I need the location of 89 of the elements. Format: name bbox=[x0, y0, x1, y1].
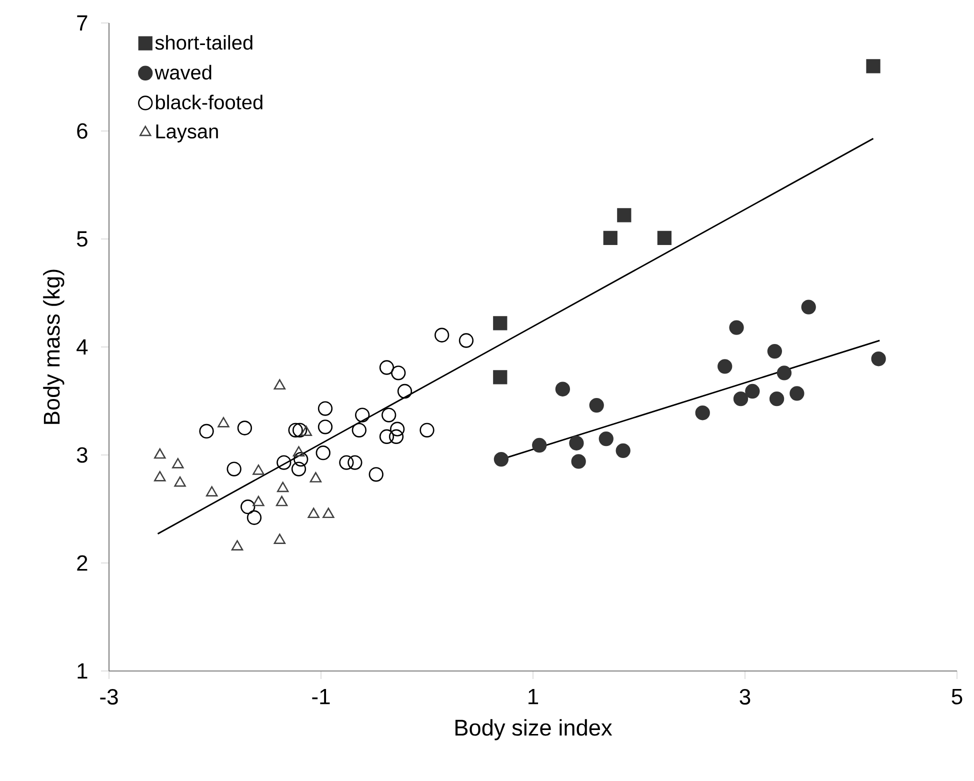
point bbox=[790, 386, 804, 401]
point bbox=[494, 452, 509, 467]
y-tick-label: 3 bbox=[76, 447, 88, 463]
point bbox=[154, 470, 166, 482]
y-axis-title: Body mass (kg) bbox=[43, 270, 64, 424]
point bbox=[745, 384, 760, 399]
point bbox=[616, 443, 630, 458]
y-tick-label: 6 bbox=[77, 123, 88, 139]
point bbox=[288, 422, 303, 438]
point bbox=[274, 534, 286, 544]
point bbox=[555, 382, 570, 396]
point bbox=[292, 446, 305, 456]
point bbox=[174, 476, 186, 487]
y-tick-label: 1 bbox=[78, 663, 88, 679]
point bbox=[571, 454, 586, 469]
point bbox=[871, 352, 886, 366]
point bbox=[458, 333, 474, 348]
point bbox=[866, 59, 880, 74]
legend-label: waved bbox=[154, 64, 212, 80]
point bbox=[767, 344, 782, 359]
point bbox=[339, 455, 354, 470]
legend-label: Laysan bbox=[156, 124, 218, 142]
point bbox=[252, 496, 264, 506]
point bbox=[355, 408, 370, 422]
point bbox=[388, 429, 404, 444]
point bbox=[617, 208, 632, 222]
point bbox=[154, 448, 166, 459]
y-tick-label: 5 bbox=[76, 231, 88, 247]
point bbox=[172, 458, 184, 468]
point bbox=[729, 320, 744, 335]
point bbox=[352, 422, 367, 438]
point bbox=[598, 431, 614, 446]
point bbox=[300, 426, 312, 436]
point bbox=[318, 420, 333, 434]
point bbox=[310, 472, 322, 482]
point bbox=[379, 360, 394, 375]
y-tick-label: 4 bbox=[76, 339, 88, 355]
x-tick-label: 5 bbox=[952, 689, 962, 704]
point bbox=[390, 422, 405, 436]
x-axis-title: Body size index bbox=[455, 719, 612, 740]
point bbox=[276, 482, 289, 492]
point bbox=[382, 408, 396, 422]
y-tick-label: 2 bbox=[77, 555, 88, 571]
point bbox=[274, 379, 286, 390]
point bbox=[718, 359, 732, 374]
point bbox=[569, 436, 584, 450]
point bbox=[226, 462, 242, 476]
point bbox=[292, 422, 308, 438]
x-tick-label: -3 bbox=[100, 689, 118, 705]
point bbox=[237, 420, 252, 436]
point bbox=[308, 508, 320, 518]
point bbox=[397, 384, 412, 399]
point bbox=[391, 366, 406, 380]
x-tick-label: 1 bbox=[528, 689, 538, 704]
point bbox=[276, 496, 288, 506]
point bbox=[276, 455, 292, 470]
legend-label: black-footed bbox=[156, 94, 262, 110]
y-tick-label: 7 bbox=[77, 15, 88, 31]
point bbox=[603, 230, 618, 245]
point bbox=[368, 467, 384, 482]
legend-label: short-tailed bbox=[155, 35, 252, 50]
x-tick-label: 3 bbox=[740, 689, 750, 705]
point bbox=[231, 540, 244, 550]
point bbox=[246, 510, 262, 525]
x-tick-label: -1 bbox=[312, 689, 330, 704]
point bbox=[420, 422, 434, 438]
point bbox=[434, 328, 450, 342]
point bbox=[776, 366, 792, 380]
point bbox=[252, 464, 264, 475]
point bbox=[322, 508, 334, 518]
point bbox=[318, 401, 333, 416]
point bbox=[769, 391, 784, 406]
point bbox=[379, 429, 394, 444]
point bbox=[294, 452, 308, 467]
point bbox=[240, 499, 256, 514]
point bbox=[316, 445, 330, 460]
point bbox=[695, 406, 710, 420]
point bbox=[206, 486, 218, 496]
point bbox=[493, 316, 508, 330]
point bbox=[733, 391, 748, 406]
point bbox=[657, 230, 672, 245]
point bbox=[199, 424, 214, 439]
point bbox=[801, 300, 816, 314]
point bbox=[589, 398, 604, 413]
point bbox=[291, 462, 306, 476]
point bbox=[218, 417, 230, 428]
point bbox=[493, 370, 508, 384]
point bbox=[532, 438, 547, 453]
point bbox=[348, 455, 362, 470]
